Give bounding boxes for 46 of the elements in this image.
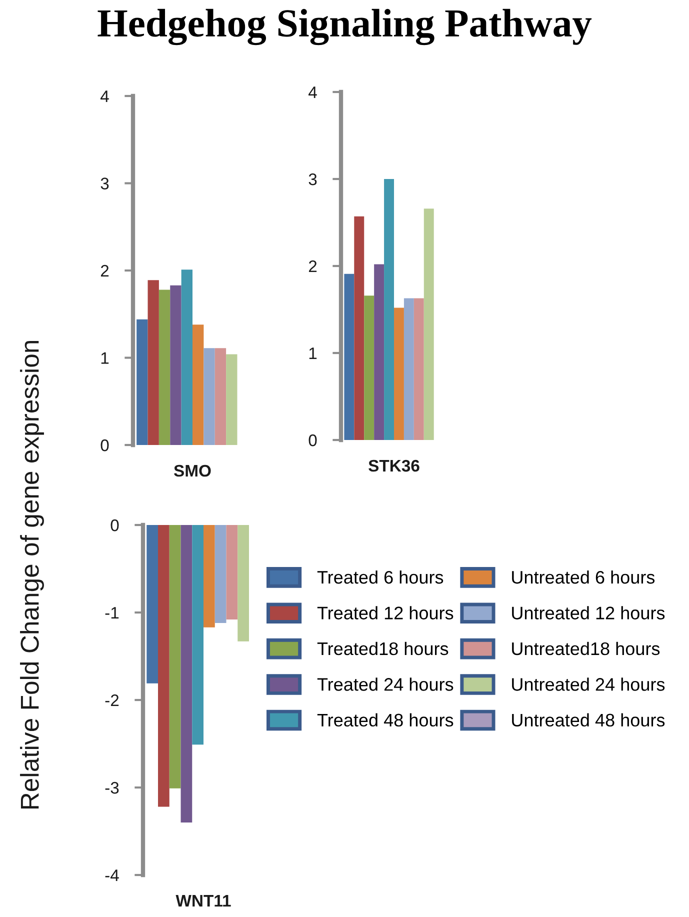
y-tick-label: 2 bbox=[100, 264, 109, 277]
bar bbox=[226, 354, 238, 445]
y-tick-label: -2 bbox=[105, 694, 119, 706]
bar bbox=[204, 348, 215, 445]
y-tick-label: 4 bbox=[308, 86, 317, 98]
legend-label: Treated 12 hours bbox=[317, 606, 454, 620]
legend-label: Treated 6 hours bbox=[317, 570, 444, 584]
legend-label: Treated18 hours bbox=[317, 642, 448, 656]
x-tick-label: SMO bbox=[174, 464, 211, 477]
y-tick-label: -4 bbox=[105, 870, 119, 882]
legend-label: Treated 24 hours bbox=[317, 678, 454, 691]
bar bbox=[374, 264, 384, 440]
bar bbox=[404, 298, 414, 440]
legend-label: Treated 48 hours bbox=[317, 713, 454, 727]
y-tick-label: 3 bbox=[100, 178, 109, 190]
bar bbox=[170, 285, 182, 445]
bar bbox=[394, 308, 404, 440]
bar bbox=[214, 348, 226, 445]
legend-label: Untreated 12 hours bbox=[512, 606, 665, 620]
y-tick-label: 0 bbox=[100, 439, 109, 452]
bar bbox=[364, 296, 374, 440]
y-tick-label: 1 bbox=[309, 348, 317, 360]
bar bbox=[181, 270, 192, 445]
bar bbox=[384, 179, 394, 440]
bar bbox=[414, 298, 424, 440]
bar bbox=[192, 324, 204, 445]
y-tick-label: -1 bbox=[105, 607, 119, 619]
legend-label: Untreated 24 hours bbox=[512, 678, 665, 691]
bar bbox=[424, 208, 434, 440]
x-tick-label: WNT11 bbox=[176, 895, 231, 907]
bar bbox=[158, 290, 170, 445]
legend-label: Untreated18 hours bbox=[512, 642, 660, 656]
legend-label: Untreated 6 hours bbox=[512, 570, 655, 584]
bar bbox=[354, 216, 364, 440]
bar bbox=[148, 280, 159, 445]
legend-label: Untreated 48 hours bbox=[512, 713, 665, 727]
x-tick-label: STK36 bbox=[368, 460, 420, 472]
y-axis-title: Relative Fold Change of gene expression bbox=[20, 340, 44, 809]
y-tick-label: 2 bbox=[308, 260, 317, 272]
y-tick-label: 1 bbox=[101, 352, 109, 364]
text: Hedgehog Signaling Pathway bbox=[98, 8, 592, 46]
y-tick-label: -3 bbox=[105, 782, 119, 794]
y-tick-label: 3 bbox=[308, 173, 317, 186]
y-tick-label: 0 bbox=[110, 519, 119, 532]
y-tick-label: 0 bbox=[308, 434, 317, 446]
y-tick-label: 4 bbox=[100, 90, 109, 102]
